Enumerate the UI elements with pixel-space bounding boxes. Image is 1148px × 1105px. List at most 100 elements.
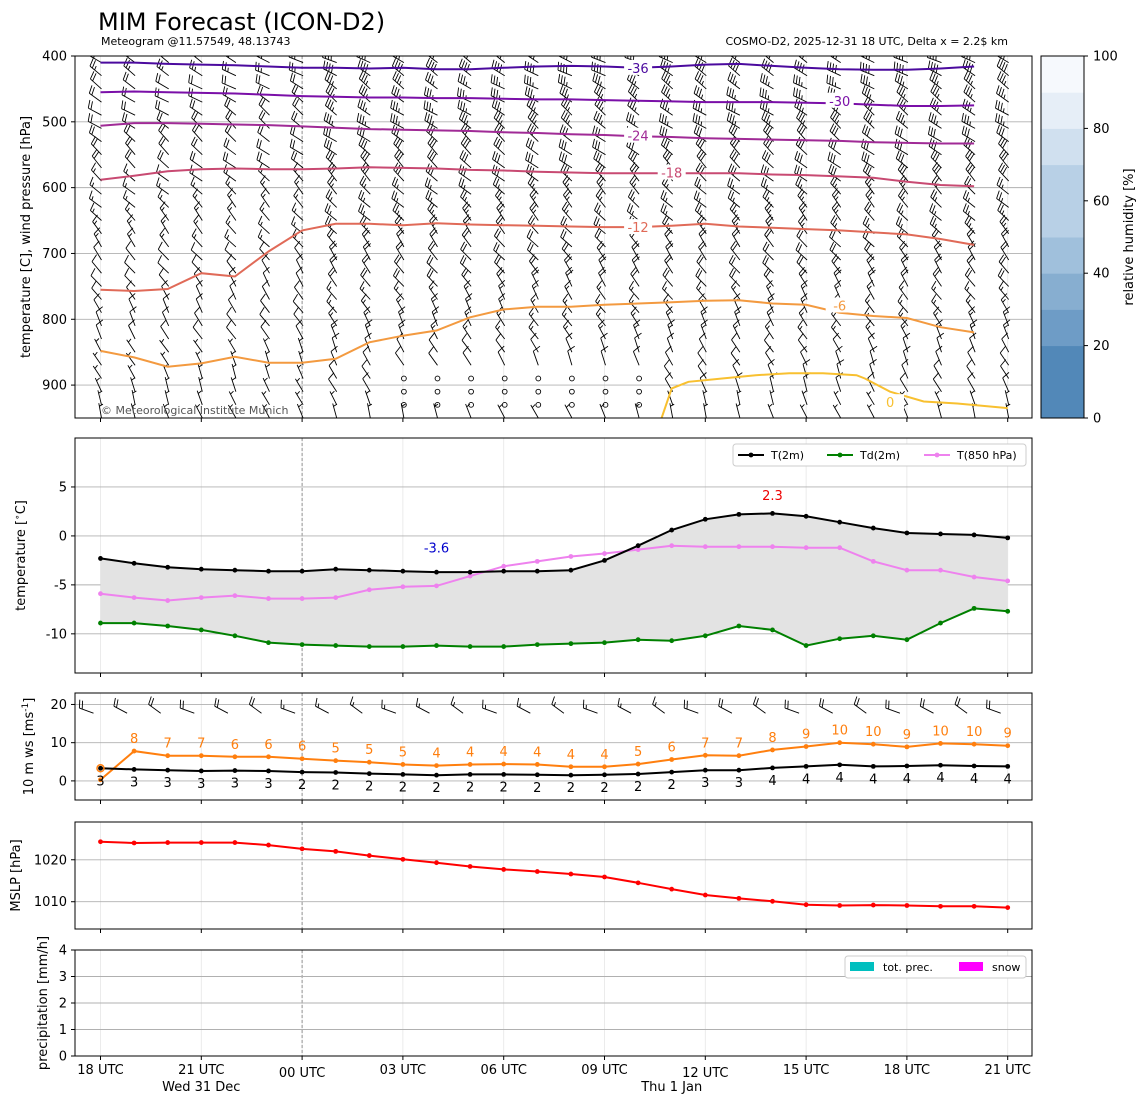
- wind-barb: [893, 61, 909, 77]
- colorbar-band: [1041, 381, 1084, 419]
- data-point: [736, 511, 742, 517]
- data-point: [98, 839, 103, 845]
- wind-barb: [391, 56, 405, 63]
- wind-barb: [127, 364, 136, 379]
- data-point: [266, 768, 271, 774]
- data-point: [534, 642, 540, 648]
- wind-barb: [767, 358, 775, 379]
- wind-value-label: 3: [701, 776, 709, 791]
- gust-value-label: 10: [966, 725, 983, 740]
- wind-barb: [392, 71, 405, 90]
- wind-barb: [659, 125, 673, 142]
- wind-barb: [931, 175, 942, 195]
- wind-barb: [394, 148, 405, 169]
- wind-barb: [89, 58, 102, 77]
- gust-value-label: 7: [735, 737, 743, 752]
- data-point: [803, 643, 809, 648]
- wind-barb: [482, 699, 497, 714]
- data-point: [736, 895, 742, 901]
- wind-barb: [225, 215, 237, 234]
- data-point: [568, 772, 574, 778]
- wind-barb: [423, 100, 438, 116]
- data-point: [602, 874, 607, 880]
- y-tick-label: 800: [42, 313, 67, 328]
- wind-barb: [628, 280, 640, 300]
- wind-barb: [734, 306, 742, 327]
- data-point: [770, 510, 775, 516]
- wind-barb: [126, 280, 136, 300]
- wind-barb: [462, 346, 472, 366]
- series-line: [100, 512, 1008, 574]
- wind-barb: [898, 175, 909, 195]
- wind-barb: [324, 97, 337, 116]
- wind-barb: [121, 112, 136, 129]
- wind-barb: [497, 345, 506, 366]
- wind-barb: [727, 71, 741, 90]
- wind-barb: [358, 137, 371, 156]
- data-point: [501, 563, 507, 569]
- wind-barb: [228, 404, 237, 418]
- wind-barb: [430, 319, 438, 340]
- wind-barb: [356, 56, 371, 64]
- wind-barb: [256, 151, 270, 169]
- wind-barb: [426, 123, 438, 142]
- wind-barb: [463, 279, 472, 300]
- contour-label-bg: [624, 127, 653, 143]
- wind-barb: [292, 96, 304, 116]
- colorbar-band: [1041, 92, 1084, 129]
- data-point: [736, 544, 742, 550]
- wind-barb: [359, 281, 371, 300]
- wind-barb: [359, 215, 371, 235]
- data-point: [702, 544, 708, 550]
- extreme-annotation: 2.3: [762, 489, 783, 504]
- upper-air-plot: -36 -30 -24 -18 -12 -6 0: [87, 56, 1011, 418]
- wind-barb: [531, 279, 539, 300]
- wind-barb: [935, 345, 943, 366]
- wind-barb: [423, 86, 438, 103]
- wind-barb: [496, 201, 506, 221]
- wind-barb: [803, 372, 811, 392]
- wind-barb: [896, 202, 909, 221]
- wind-barb: [593, 216, 606, 235]
- figure-title: MIM Forecast (ICON-D2): [98, 8, 385, 36]
- calm-wind-circle: [468, 375, 474, 382]
- humidity-colorbar: 0 20 40 60 80 100 relative humidity [%]: [1040, 50, 1137, 427]
- wind-barb: [965, 162, 976, 182]
- legend-label: T(2m): [770, 449, 804, 462]
- wind-barb: [596, 240, 606, 261]
- wind-barb: [661, 175, 674, 195]
- wind-barb: [666, 332, 675, 353]
- wind-barb: [92, 214, 102, 234]
- wind-barb: [1000, 240, 1010, 261]
- wind-barb: [356, 113, 371, 129]
- wind-barb: [288, 61, 304, 77]
- data-point: [904, 763, 910, 769]
- wind-barb: [458, 164, 472, 182]
- wind-barb: [360, 149, 371, 169]
- data-point: [702, 633, 708, 639]
- wind-barb: [760, 73, 774, 90]
- wind-barb: [669, 403, 675, 418]
- wind-barb: [90, 268, 102, 287]
- data-point: [467, 771, 473, 777]
- colorbar-band: [1041, 128, 1084, 166]
- wind-barb: [567, 345, 575, 366]
- wind-barb: [896, 96, 909, 116]
- wind-barb: [158, 136, 170, 155]
- gust-value-label: 5: [634, 745, 642, 760]
- data-point: [98, 620, 103, 626]
- wind-barb: [87, 99, 102, 116]
- wind-barb: [652, 696, 665, 714]
- wind-barb: [697, 359, 707, 379]
- wind-barb: [899, 240, 909, 261]
- wind-barb: [729, 201, 741, 221]
- wind-barb: [594, 228, 606, 248]
- wind-barb: [160, 351, 170, 366]
- wind-barb: [95, 319, 104, 340]
- data-point: [232, 768, 238, 773]
- wind-barb: [866, 404, 875, 418]
- wind-barb: [683, 699, 699, 714]
- wind-barb: [831, 254, 842, 274]
- gust-value-label: 10: [865, 725, 882, 740]
- wind-barb: [327, 175, 338, 195]
